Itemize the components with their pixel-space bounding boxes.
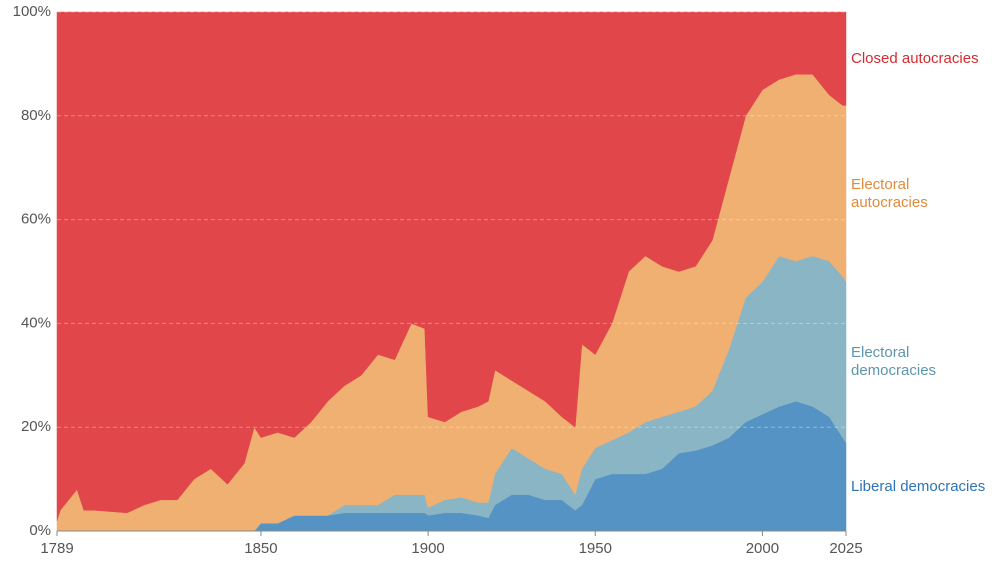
y-tick-label: 0%	[29, 522, 51, 539]
y-tick-label: 60%	[21, 211, 51, 228]
x-tick-label: 1850	[244, 540, 277, 557]
y-tick-label: 80%	[21, 107, 51, 124]
x-tick-label: 1900	[411, 540, 444, 557]
series-label: Liberal democracies	[851, 477, 986, 495]
x-tick-label: 1789	[40, 540, 73, 557]
y-tick-label: 100%	[13, 3, 51, 20]
x-tick-label: 2000	[746, 540, 779, 557]
x-tick-label: 1950	[579, 540, 612, 557]
y-tick-label: 20%	[21, 418, 51, 435]
area	[56, 11, 847, 521]
series-label: Closed autocracies	[851, 49, 979, 67]
series-label: Electoral autocracies	[851, 175, 928, 211]
x-tick-label: 2025	[829, 540, 862, 557]
y-tick-label: 40%	[21, 314, 51, 331]
series-label: Electoral democracies	[851, 344, 937, 380]
